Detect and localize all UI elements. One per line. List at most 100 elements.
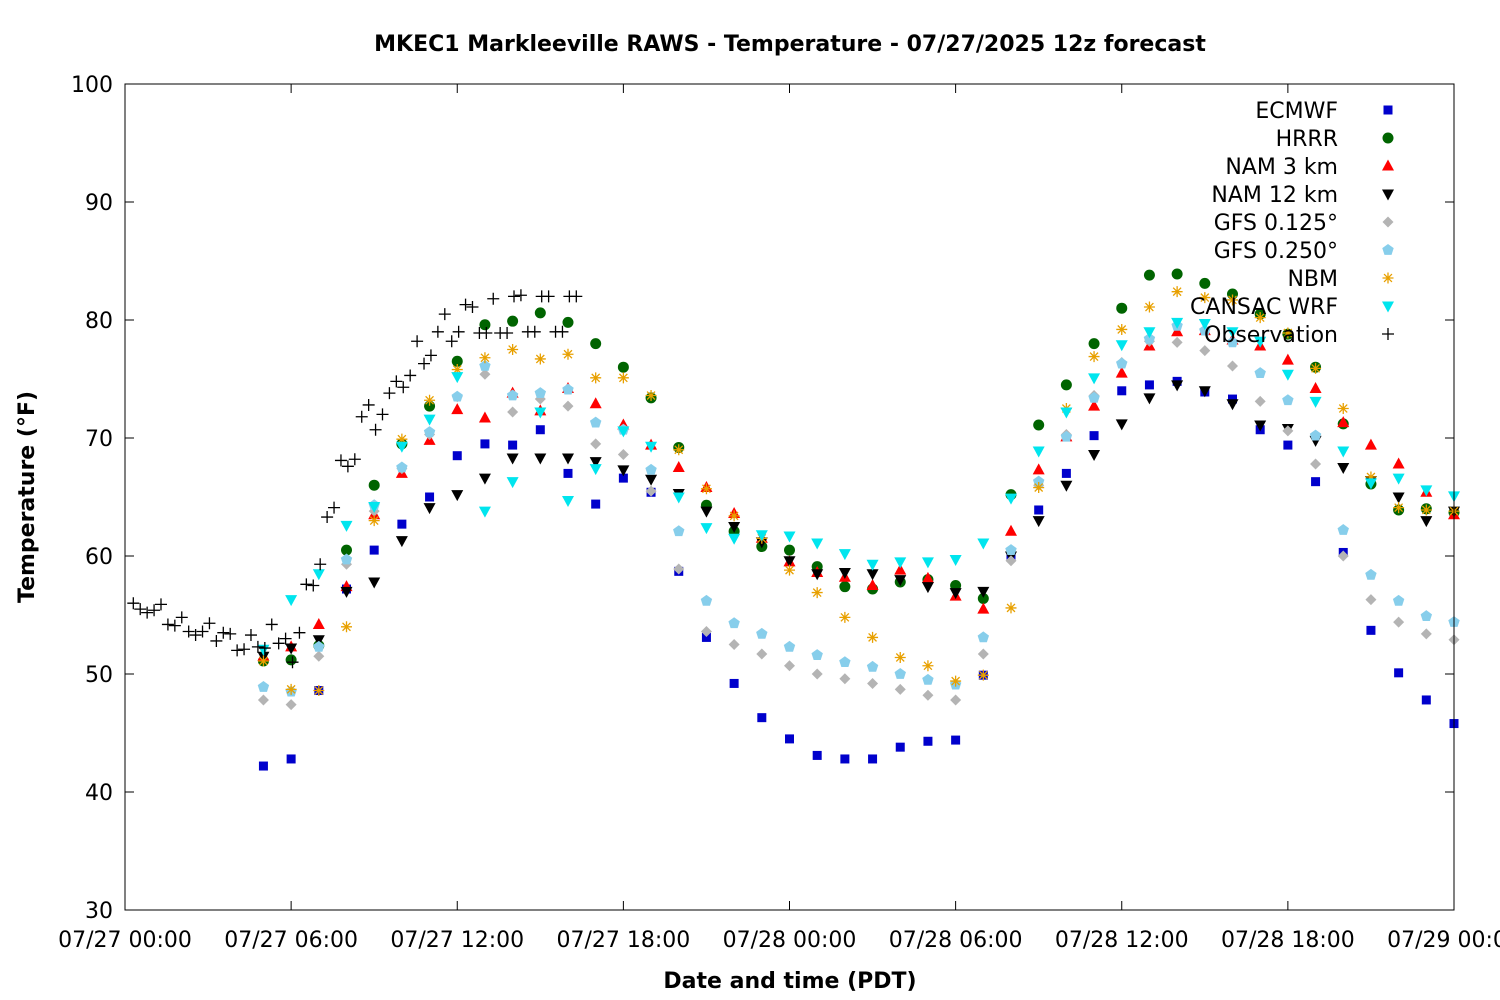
point-nbm: [922, 660, 934, 672]
point-nbm: [867, 631, 879, 643]
legend: ECMWF HRRR NAM 3 km NAM 12 km GFS 0.125° GFS …: [1190, 99, 1394, 348]
y-tick-label: 90: [85, 191, 113, 216]
point-cansac-wrf: [838, 549, 851, 561]
legend-label-gfs-0-250: GFS 0.250°: [1214, 239, 1338, 264]
point-gfs-0-250: [839, 656, 851, 668]
point-nbm: [1171, 286, 1183, 298]
point-cansac-wrf: [977, 538, 990, 550]
point-nbm: [1282, 327, 1294, 339]
point-observation: [238, 643, 251, 656]
point-cansac-wrf: [755, 530, 768, 542]
point-nam-12-km: [783, 556, 796, 568]
point-observation: [397, 381, 410, 394]
point-ecmwf: [729, 678, 739, 688]
point-gfs-0-125: [922, 689, 934, 701]
point-observation: [438, 308, 451, 321]
point-gfs-0-250: [257, 680, 270, 692]
point-nam-12-km: [1088, 450, 1101, 462]
point-observation: [321, 511, 334, 524]
point-ecmwf: [425, 492, 435, 502]
point-observation: [362, 398, 375, 411]
point-hrrr: [977, 592, 989, 604]
series-gfs-0-125: [257, 335, 1460, 711]
point-nam-12-km: [478, 473, 491, 485]
point-nam-12-km: [645, 474, 658, 486]
point-observation: [542, 290, 555, 303]
point-gfs-0-250: [1282, 394, 1294, 406]
point-observation: [466, 301, 479, 314]
point-observation: [424, 349, 437, 362]
point-observation: [272, 637, 285, 650]
point-ecmwf: [757, 713, 767, 723]
point-gfs-0-250: [396, 461, 408, 473]
point-cansac-wrf: [1143, 327, 1156, 339]
point-nam-12-km: [451, 490, 464, 502]
point-hrrr: [590, 338, 602, 350]
point-gfs-0-125: [1310, 458, 1322, 470]
point-ecmwf: [868, 754, 878, 764]
point-ecmwf: [1089, 431, 1099, 441]
point-nbm: [507, 344, 519, 355]
point-nam-3-km: [866, 579, 879, 590]
point-gfs-0-250: [1365, 568, 1377, 580]
point-gfs-0-250: [756, 627, 768, 639]
axes: 30 40 50 60 70 80 90 100 07/27 00:00 07/27 06:00 0…: [58, 73, 1500, 953]
point-hrrr: [784, 544, 795, 556]
point-gfs-0-125: [313, 650, 325, 662]
point-nbm: [1310, 362, 1322, 374]
point-observation: [154, 598, 167, 611]
point-gfs-0-125: [479, 368, 491, 380]
point-hrrr: [451, 355, 463, 367]
point-cansac-wrf: [423, 414, 436, 426]
point-nbm: [451, 364, 463, 376]
series-ecmwf: [258, 376, 1459, 771]
point-gfs-0-125: [894, 683, 906, 695]
point-hrrr: [507, 315, 519, 327]
legend-label-nbm: NBM: [1287, 267, 1338, 292]
point-cansac-wrf: [617, 426, 630, 438]
point-cansac-wrf: [451, 372, 464, 384]
point-cansac-wrf: [783, 531, 796, 543]
point-ecmwf: [1283, 440, 1293, 450]
point-observation: [161, 618, 174, 631]
point-gfs-0-125: [673, 563, 685, 575]
point-nam-12-km: [395, 536, 408, 548]
point-observation: [348, 453, 361, 466]
point-nam-12-km: [1198, 386, 1211, 398]
point-gfs-0-250: [313, 640, 325, 652]
point-ecmwf: [923, 736, 933, 746]
point-gfs-0-125: [756, 648, 768, 660]
point-nam-12-km: [894, 575, 907, 587]
chart-title: MKEC1 Markleeville RAWS - Temperature - …: [374, 32, 1206, 57]
series-cansac-wrf: [257, 317, 1460, 656]
point-gfs-0-250: [1392, 594, 1405, 606]
point-gfs-0-125: [867, 677, 879, 689]
point-nam-12-km: [921, 582, 934, 594]
point-observation: [334, 454, 347, 467]
point-cansac-wrf: [1226, 327, 1239, 339]
x-tick-label: 07/27 12:00: [390, 928, 524, 953]
point-gfs-0-250: [1116, 357, 1128, 369]
point-nbm: [1088, 351, 1100, 363]
x-tick-label: 07/29 00:00: [1387, 928, 1500, 953]
point-nam-3-km: [1115, 366, 1128, 378]
point-nam-3-km: [1088, 399, 1101, 411]
point-ecmwf: [812, 750, 822, 760]
point-cansac-wrf: [894, 557, 907, 569]
point-observation: [452, 325, 465, 338]
point-cansac-wrf: [1032, 446, 1045, 458]
point-gfs-0-250: [673, 525, 685, 537]
point-nbm: [1365, 471, 1377, 483]
point-nam-12-km: [1420, 516, 1433, 528]
point-nam-12-km: [368, 577, 381, 589]
point-gfs-0-125: [811, 668, 823, 680]
point-cansac-wrf: [1281, 369, 1294, 381]
point-hrrr: [1116, 302, 1128, 314]
point-ecmwf: [508, 440, 518, 450]
point-nbm: [1116, 323, 1128, 335]
point-nam-12-km: [340, 586, 353, 598]
legend-marker-ecmwf: [1383, 105, 1393, 115]
point-nbm: [1005, 602, 1017, 614]
point-gfs-0-125: [1227, 360, 1238, 372]
